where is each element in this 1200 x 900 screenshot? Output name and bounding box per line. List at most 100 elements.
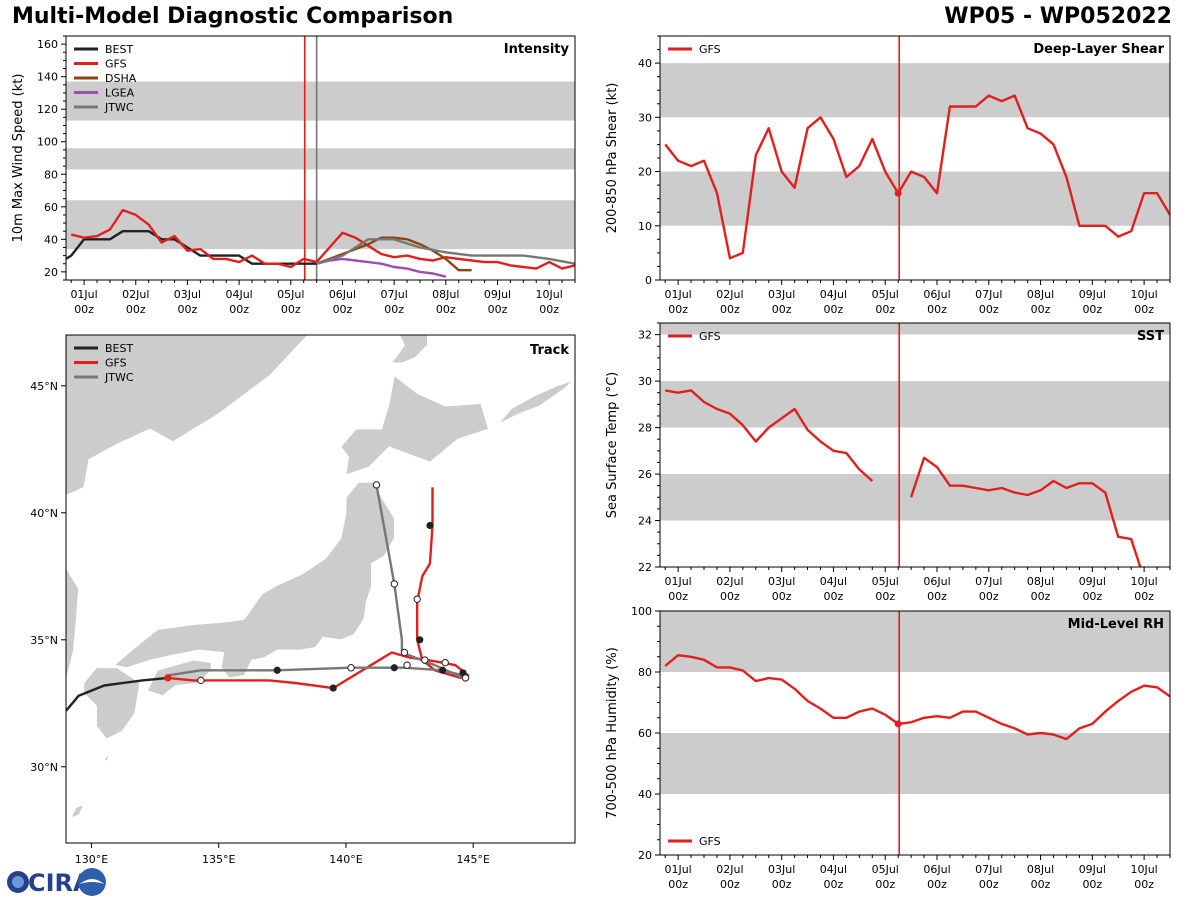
shear-xtick-sublabel: 00z [927, 303, 947, 316]
rh-xtick-sublabel: 00z [824, 878, 844, 891]
sst-xtick-label: 04Jul [820, 575, 847, 588]
track-frame [65, 334, 576, 844]
shear-xtick-label: 09Jul [1079, 288, 1106, 301]
track-marker-filled [329, 684, 337, 692]
track-plot-area [66, 335, 573, 819]
rh-ytick-label: 40 [638, 788, 652, 801]
sst-title: SST [1137, 329, 1164, 344]
sst-series-gfs [664, 389, 874, 482]
intensity-xtick-label: 05Jul [277, 288, 304, 301]
intensity-plot-area [66, 36, 575, 280]
sst-xtick-label: 07Jul [975, 575, 1002, 588]
rh-xtick-label: 04Jul [820, 863, 847, 876]
intensity-xtick-label: 06Jul [329, 288, 356, 301]
storm-id: WP05 - WP052022 [944, 4, 1172, 29]
sst-xtick-label: 08Jul [1027, 575, 1054, 588]
sst-xtick-sublabel: 00z [1134, 590, 1154, 603]
intensity-xtick-sublabel: 00z [384, 303, 404, 316]
kuril-land [498, 380, 573, 425]
rh-xtick-sublabel: 00z [1031, 878, 1051, 891]
sst-xtick-label: 05Jul [872, 575, 899, 588]
asia-mainland-land [66, 335, 309, 681]
rh-xtick-label: 01Jul [664, 863, 691, 876]
sst-frame [659, 322, 1171, 568]
intensity-ylabel: 10m Max Wind Speed (kt) [11, 74, 26, 243]
intensity-xtick-sublabel: 00z [126, 303, 146, 316]
rh-series-gfs [664, 654, 1170, 741]
track-marker-open [403, 661, 411, 669]
intensity-ytick-label: 60 [44, 201, 58, 214]
cira-logo: CIRA [7, 868, 106, 897]
rh-legend-label: GFS [699, 835, 721, 848]
intensity-xtick-label: 03Jul [174, 288, 201, 301]
sst-band [660, 474, 1170, 521]
shear-xtick-sublabel: 00z [1031, 303, 1051, 316]
shear-band [660, 171, 1170, 226]
shear-ytick-label: 20 [638, 166, 652, 179]
rh-xtick-label: 05Jul [872, 863, 899, 876]
intensity-xtick-label: 07Jul [380, 288, 407, 301]
track-ytick-label: 30°N [30, 761, 58, 774]
track-legend-label: JTWC [104, 371, 134, 384]
intensity-ytick-label: 40 [44, 233, 58, 246]
intensity-ytick-label: 120 [37, 103, 58, 116]
track-xtick-label: 130°E [75, 853, 108, 866]
shear-xtick-label: 03Jul [768, 288, 795, 301]
shear-ylabel: 200-850 hPa Shear (kt) [605, 83, 620, 234]
shear-xtick-sublabel: 00z [720, 303, 740, 316]
intensity-xtick-sublabel: 00z [333, 303, 353, 316]
rh-xtick-sublabel: 00z [1134, 878, 1154, 891]
intensity-legend-label: DSHA [105, 72, 137, 85]
rh-band [660, 733, 1170, 794]
sst-xtick-sublabel: 00z [927, 590, 947, 603]
intensity-ytick-label: 160 [37, 38, 58, 51]
rh-gfs-marker [894, 720, 902, 728]
shear-xtick-sublabel: 00z [668, 303, 688, 316]
shear-xtick-label: 01Jul [664, 288, 691, 301]
yakushima-land [103, 753, 110, 763]
shear-xtick-label: 10Jul [1130, 288, 1157, 301]
intensity-xtick-label: 08Jul [432, 288, 459, 301]
sst-xtick-sublabel: 00z [772, 590, 792, 603]
intensity-xtick-sublabel: 00z [178, 303, 198, 316]
track-marker-open [390, 580, 399, 588]
rh-ylabel: 700-500 hPa Humidity (%) [605, 647, 620, 819]
intensity-band [66, 148, 575, 170]
track-marker-filled [273, 666, 281, 674]
sst-ytick-label: 26 [638, 468, 652, 481]
track-legend-label: BEST [105, 342, 133, 355]
rh-xtick-label: 09Jul [1079, 863, 1106, 876]
rh-xtick-label: 03Jul [768, 863, 795, 876]
shear-plot-area [660, 36, 1170, 280]
shear-xtick-label: 08Jul [1027, 288, 1054, 301]
track-legend-label: GFS [105, 357, 127, 370]
shear-xtick-sublabel: 00z [824, 303, 844, 316]
track-marker-filled [439, 666, 447, 674]
shear-series-gfs [664, 94, 1170, 260]
kyushu-land [83, 667, 141, 740]
rh-xtick-sublabel: 00z [668, 878, 688, 891]
rh-band [660, 611, 1170, 672]
shear-panel: 0 10 20 30 40 01Jul 00z 02Jul 00z 03Jul 00z 04Jul 00… [605, 35, 1171, 316]
intensity-xtick-label: 09Jul [484, 288, 511, 301]
sst-xtick-label: 09Jul [1079, 575, 1106, 588]
track-title: Track [530, 343, 569, 358]
intensity-xtick-sublabel: 00z [539, 303, 559, 316]
shear-band [660, 63, 1170, 118]
track-marker-open [461, 674, 470, 682]
sst-xtick-sublabel: 00z [875, 590, 895, 603]
shear-xtick-sublabel: 00z [979, 303, 999, 316]
shear-xtick-sublabel: 00z [1134, 303, 1154, 316]
track-marker-filled [390, 664, 398, 672]
rh-xtick-label: 10Jul [1130, 863, 1157, 876]
rh-xtick-sublabel: 00z [875, 878, 895, 891]
shear-title: Deep-Layer Shear [1033, 42, 1164, 57]
track-marker-open [413, 595, 421, 603]
intensity-legend-label: JTWC [104, 101, 134, 114]
shear-gfs-marker [894, 189, 902, 197]
sst-xtick-sublabel: 00z [1082, 590, 1102, 603]
track-panel: 130°E 135°E 140°E 145°E 30°N 35°N 40°N 45°N Trac… [30, 334, 576, 866]
sst-panel: 22 24 26 28 30 32 01Jul 00z 02Jul 00z 03Jul 00z 04Ju… [605, 322, 1171, 603]
sst-ytick-label: 30 [638, 375, 652, 388]
